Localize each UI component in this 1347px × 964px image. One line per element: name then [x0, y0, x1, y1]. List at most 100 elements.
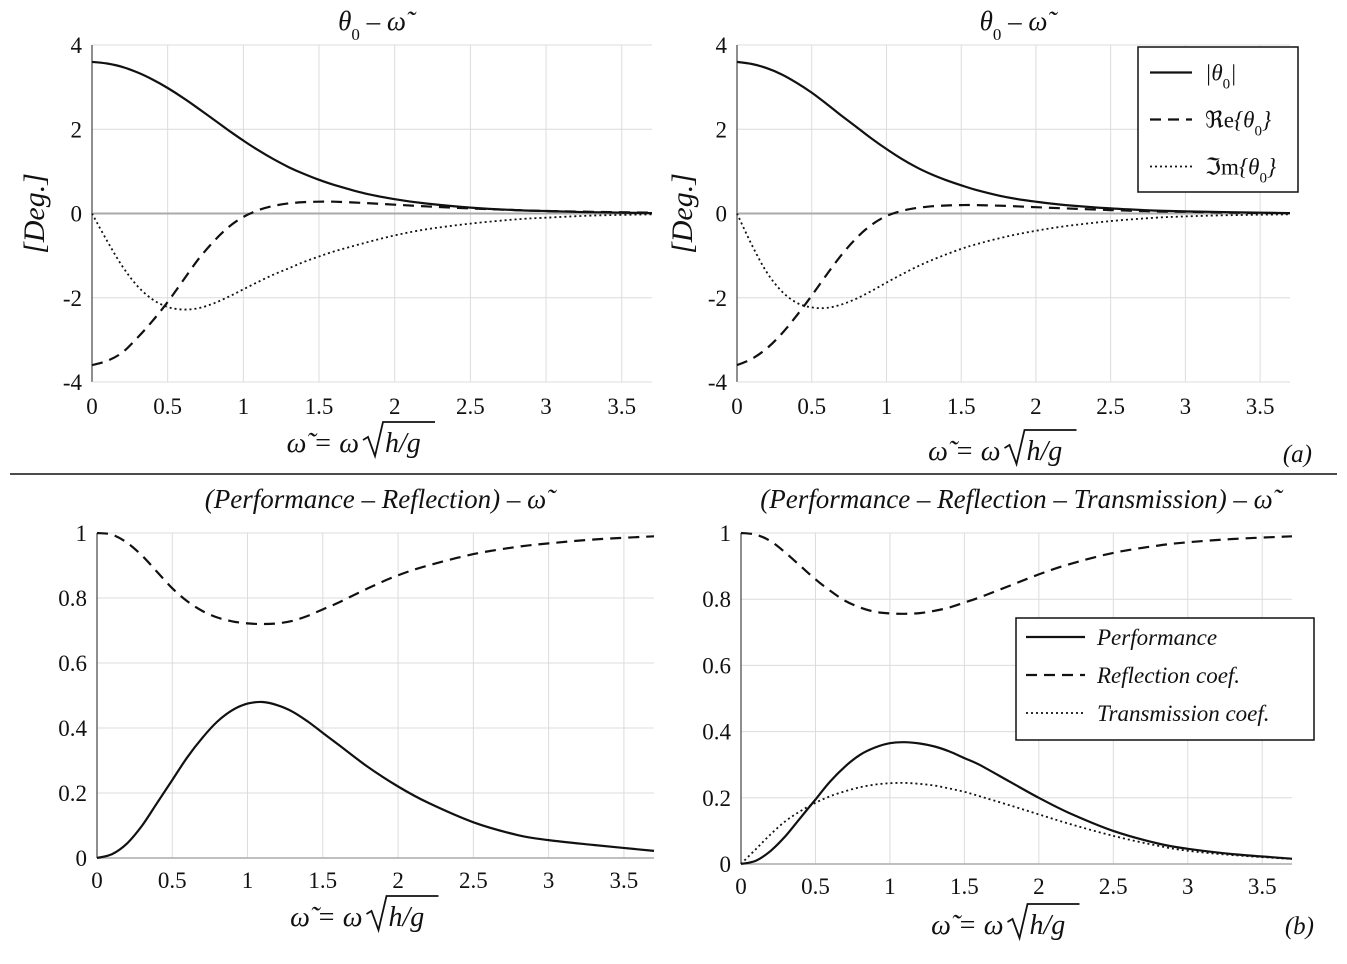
y-tick-label: -4: [708, 370, 728, 395]
series-line-reflection-coef: [96, 531, 655, 626]
legend-label: Transmission coef.: [1097, 701, 1270, 726]
y-axis-label: [Deg.]: [666, 173, 699, 254]
series-line-re-0: [91, 200, 653, 367]
y-tick-label: 0: [76, 846, 88, 871]
legend-label: Reflection coef.: [1096, 663, 1240, 688]
series-line-im-0: [91, 213, 653, 311]
x-tick-label: 2: [1030, 394, 1042, 419]
gridlines: [96, 532, 654, 859]
x-tick-label: 0.5: [797, 394, 826, 419]
y-tick-label: 0: [720, 852, 732, 877]
x-tick-label: 2.5: [1096, 394, 1125, 419]
x-tick-label: 0: [735, 874, 747, 899]
x-axis-label: ω̃ = ω h/g: [287, 421, 435, 460]
x-axis-label: ω̃ = ω h/g: [931, 903, 1080, 942]
x-tick-label: 1.5: [950, 874, 979, 899]
legend-box: [1015, 617, 1315, 741]
x-tick-label: 3.5: [610, 868, 639, 893]
x-axis-label-prefix: ω̃ = ω: [287, 428, 359, 459]
series-line-performance: [740, 741, 1293, 866]
x-tick-label: 2.5: [1099, 874, 1128, 899]
chart-theta-left: 0 0.5 1 1.5 2 2.5 3 3.5 -4 -2 0 2 4 θ0 – ω̃ ω̃ = ω h/g […: [18, 6, 653, 460]
x-tick-label: 1.5: [947, 394, 976, 419]
y-tick-label: 0.6: [58, 651, 87, 676]
y-tick-label: 1: [720, 521, 732, 546]
chart-title: (Performance – Reflection) – ω̃: [205, 484, 557, 514]
legend-label: ℜe{θ0}: [1205, 108, 1271, 140]
x-tick-label: 3.5: [1246, 394, 1275, 419]
x-axis-label: ω̃ = ω h/g: [928, 429, 1077, 468]
y-tick-label: 0: [716, 202, 728, 227]
x-axis-label-prefix: ω̃ = ω: [931, 910, 1003, 941]
x-tick-label: 0.5: [153, 394, 182, 419]
chart-title: θ0 – ω̃: [980, 6, 1059, 44]
x-axis-label-radicand: h/g: [389, 902, 425, 933]
chart-title: θ0 – ω̃: [338, 6, 417, 44]
series-line-0: [736, 60, 1291, 215]
x-tick-label: 2.5: [459, 868, 488, 893]
y-tick-label: -2: [708, 286, 727, 311]
x-axis-label: ω̃ = ω h/g: [290, 895, 439, 934]
x-tick-label: 2: [1033, 874, 1045, 899]
y-tick-label: 4: [716, 33, 728, 58]
x-tick-label: 1: [242, 868, 254, 893]
chart-theta-right: 0 0.5 1 1.5 2 2.5 3 3.5 -4 -2 0 2 4 θ0 – ω̃ ω̃ = ω h/g […: [666, 6, 1312, 468]
y-axis-label: [Deg.]: [18, 173, 51, 254]
x-tick-label: 0.5: [158, 868, 187, 893]
x-tick-label: 0: [91, 868, 103, 893]
x-tick-label: 1.5: [308, 868, 337, 893]
x-tick-label: 3: [543, 868, 555, 893]
x-tick-label: 3.5: [1248, 874, 1277, 899]
x-tick-label: 3.5: [607, 394, 636, 419]
x-tick-label: 3: [1180, 394, 1192, 419]
y-tick-label: 0.6: [702, 653, 731, 678]
y-tick-label: 2: [716, 117, 728, 142]
sqrt-radical: [362, 421, 435, 460]
x-tick-label: 2: [392, 868, 404, 893]
x-tick-label: 1.5: [305, 394, 334, 419]
legend: |θ0| ℜe{θ0} ℑm{θ0}: [1137, 46, 1299, 193]
legend-label: Performance: [1096, 625, 1217, 650]
series-line-performance: [96, 700, 655, 860]
x-tick-label: 0: [731, 394, 743, 419]
chart-title: (Performance – Reflection – Transmission…: [760, 484, 1284, 514]
x-tick-label: 1: [881, 394, 893, 419]
x-tick-label: 3: [1182, 874, 1194, 899]
legend-label: |θ0|: [1205, 61, 1236, 93]
x-tick-label: 2: [389, 394, 401, 419]
legend: Performance Reflection coef. Transmission …: [1015, 617, 1315, 741]
sqrt-radical: [366, 895, 439, 934]
panel-label: (b): [1285, 913, 1314, 940]
x-tick-label: 3: [540, 394, 552, 419]
x-tick-label: 2.5: [456, 394, 485, 419]
series-line-im-0: [736, 213, 1291, 310]
x-tick-label: 0: [86, 394, 98, 419]
sqrt-radical: [1004, 429, 1077, 468]
x-axis-label-radicand: h/g: [1027, 436, 1063, 467]
x-axis-label-prefix: ω̃ = ω: [290, 902, 362, 933]
x-axis-label-radicand: h/g: [1030, 910, 1066, 941]
y-tick-label: 0.2: [702, 786, 731, 811]
y-tick-label: 4: [71, 33, 83, 58]
y-tick-label: 0.8: [702, 587, 731, 612]
y-tick-label: 2: [71, 117, 83, 142]
y-tick-label: 0.2: [58, 781, 87, 806]
legend-label: ℑm{θ0}: [1205, 155, 1276, 187]
x-tick-label: 0.5: [801, 874, 830, 899]
series-line-reflection-coef: [740, 531, 1293, 615]
x-tick-label: 1: [884, 874, 896, 899]
y-tick-label: 0: [71, 202, 83, 227]
y-tick-label: -2: [63, 286, 82, 311]
chart-performance-reflection: 0 0.5 1 1.5 2 2.5 3 3.5 0 0.2 0.4 0.6 0.8 1 (Performan…: [58, 484, 655, 934]
panel-label: (a): [1283, 441, 1312, 468]
y-tick-label: 0.4: [58, 716, 87, 741]
y-tick-label: 1: [76, 521, 88, 546]
y-tick-label: -4: [63, 370, 83, 395]
x-axis-label-prefix: ω̃ = ω: [928, 436, 1000, 467]
x-tick-label: 1: [238, 394, 250, 419]
series-line-re-0: [736, 203, 1291, 367]
series-line-0: [91, 60, 653, 215]
chart-performance-reflection-transmission: 0 0.5 1 1.5 2 2.5 3 3.5 0 0.2 0.4 0.6 0.8 1 (Performan…: [702, 484, 1315, 942]
series-line-transmission-coef: [740, 781, 1293, 865]
